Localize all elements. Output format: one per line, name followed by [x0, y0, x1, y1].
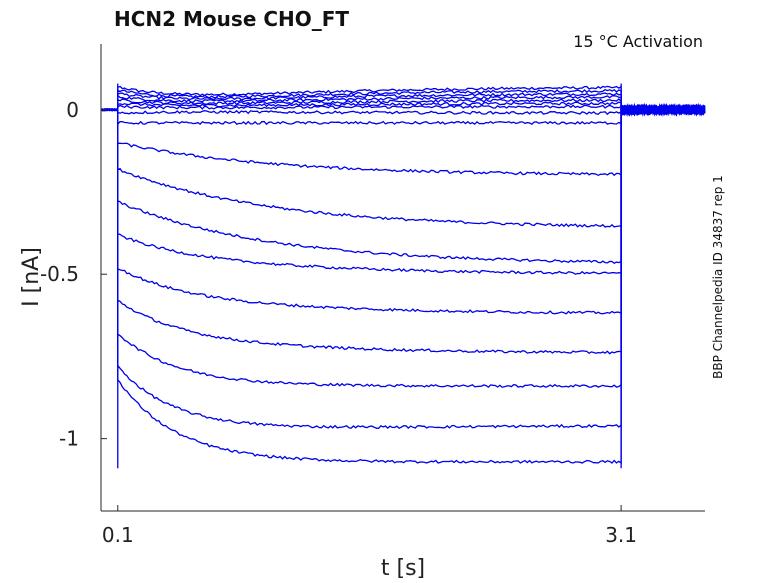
x-tick-label-2: 3.1 — [605, 523, 637, 547]
x-axis-label: t [s] — [381, 556, 425, 581]
y-tick-label-1: 0 — [66, 98, 79, 122]
chart-subtitle: 15 °C Activation — [573, 32, 703, 51]
x-tick-label-1: 0.1 — [102, 523, 134, 547]
y-tick-label-3: -1 — [59, 427, 79, 451]
trace-8 — [100, 103, 706, 117]
ticks: 0.1 3.1 0 -0.5 -1 — [40, 98, 637, 547]
trace-15 — [101, 102, 706, 355]
trace-13 — [100, 103, 706, 275]
traces — [100, 83, 706, 469]
channel-id-label: BBP Channelpedia ID 34837 rep 1 — [711, 175, 725, 379]
trace-17 — [100, 102, 706, 429]
trace-12 — [100, 103, 706, 264]
y-axis-label: I [nA] — [19, 247, 44, 307]
trace-16 — [100, 103, 706, 389]
trace-10 — [100, 103, 706, 177]
trace-18 — [100, 102, 706, 465]
chart-title: HCN2 Mouse CHO_FT — [114, 7, 349, 31]
trace-14 — [100, 103, 706, 315]
y-tick-label-2: -0.5 — [40, 262, 79, 286]
